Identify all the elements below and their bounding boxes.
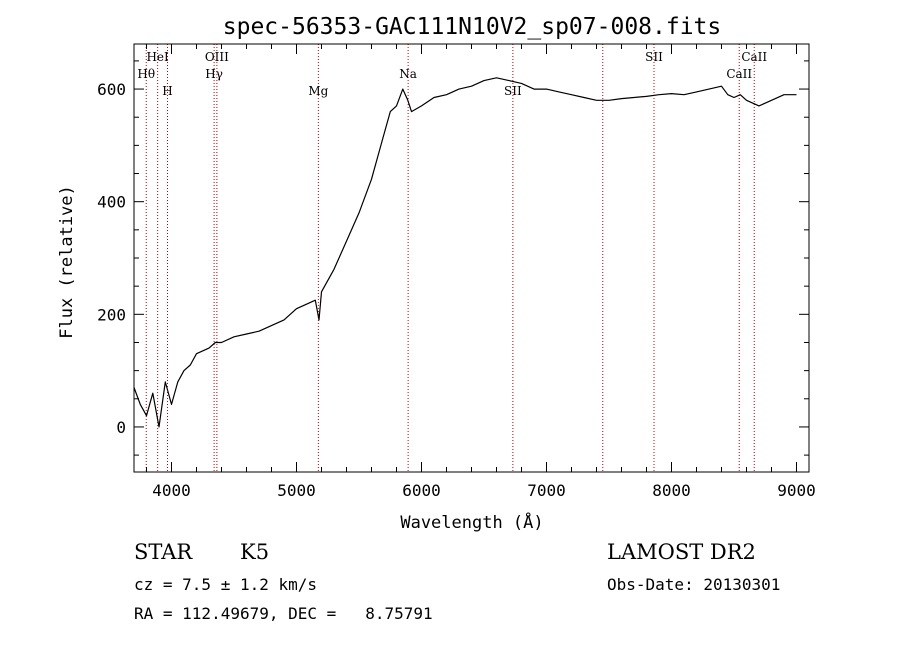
line-marker-label-7: SII: [504, 84, 522, 98]
line-marker-label-11: CaII: [741, 50, 767, 64]
plot-frame: [133, 43, 810, 473]
subclass-label: K5: [240, 540, 270, 564]
line-marker-label-1: HeI: [146, 50, 169, 64]
velocity-text: cz = 7.5 ± 1.2 km/s: [134, 575, 318, 594]
spectrum-chart: spec-56353-GAC111N10V2_sp07-008.fits Hθ H…: [57, 14, 816, 533]
x-axis-label: Wavelength (Å): [400, 511, 543, 533]
chart-title: spec-56353-GAC111N10V2_sp07-008.fits: [223, 14, 722, 40]
class-label: STAR: [134, 540, 193, 564]
spectrum-series-0: [133, 77, 797, 428]
line-marker-label-6: Na: [399, 67, 417, 81]
x-tick-label-1: 5000: [277, 481, 316, 500]
y-tick-label-3: 600: [97, 80, 126, 99]
y-tick-label-0: 0: [116, 418, 126, 437]
coordinates-text: RA = 112.49679, DEC = 8.75791: [134, 604, 433, 623]
x-tick-label-5: 9000: [777, 481, 816, 500]
line-marker-label-9: SII: [645, 50, 663, 64]
line-marker-label-5: Mg: [308, 84, 328, 98]
survey-label: LAMOST DR2: [607, 540, 756, 564]
x-tick-label-4: 8000: [652, 481, 691, 500]
y-tick-label-1: 200: [97, 305, 126, 324]
y-axis-label: Flux (relative): [57, 185, 77, 339]
x-tick-label-0: 4000: [152, 481, 191, 500]
line-marker-label-10: CaII: [726, 67, 752, 81]
line-marker-label-3: OIII: [205, 50, 229, 64]
x-tick-label-3: 7000: [527, 481, 566, 500]
x-tick-label-2: 6000: [402, 481, 441, 500]
line-marker-label-2: H: [162, 84, 172, 98]
y-tick-label-2: 400: [97, 193, 126, 212]
line-marker-label-4: Hγ: [205, 67, 223, 81]
observation-date: Obs-Date: 20130301: [607, 575, 781, 594]
line-marker-label-0: Hθ: [137, 67, 155, 81]
